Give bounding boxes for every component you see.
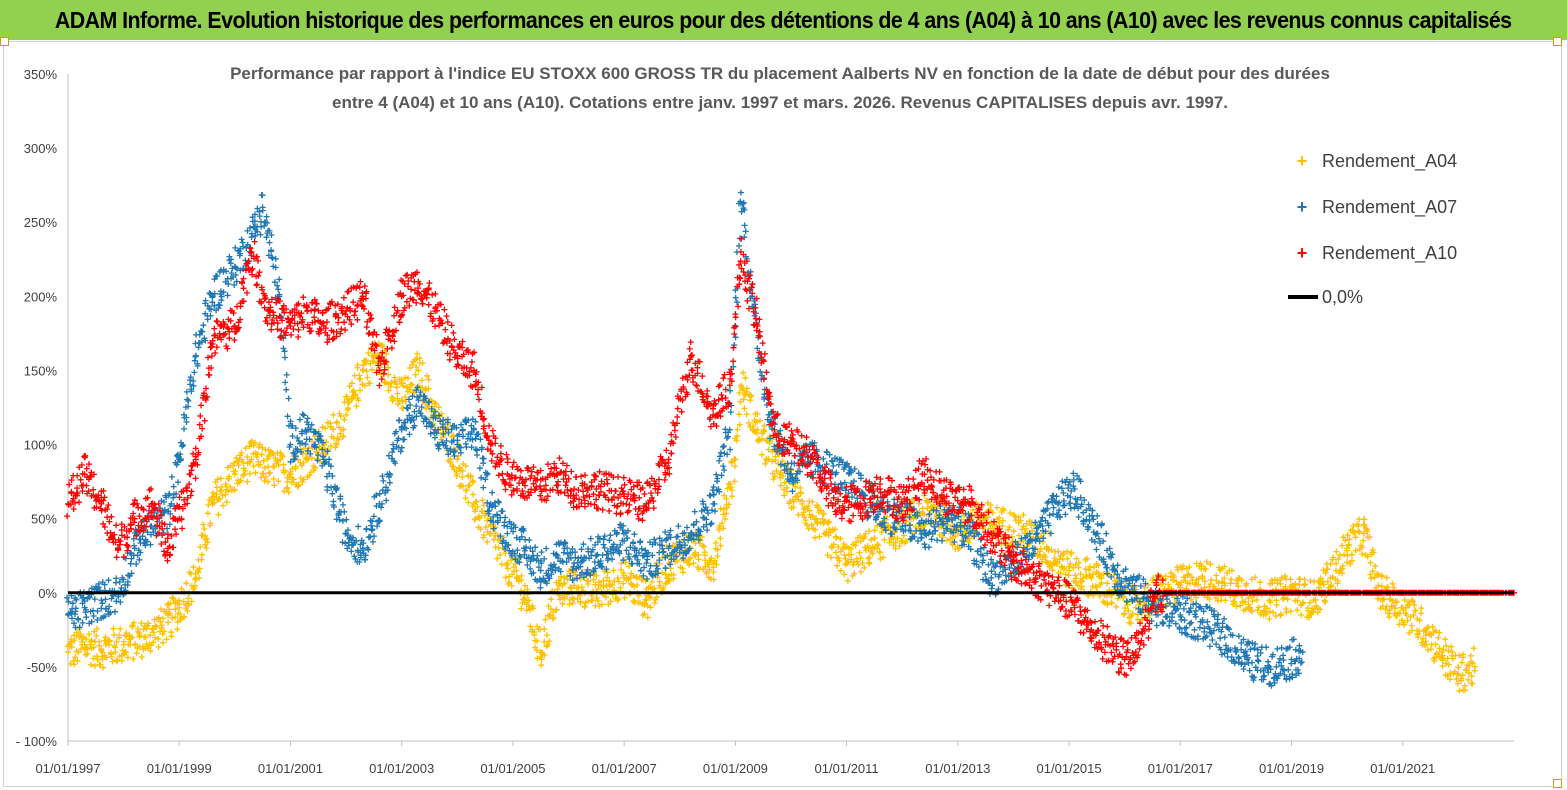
chart-title-line-2: entre 4 (A04) et 10 ans (A10). Cotations…	[331, 93, 1228, 112]
x-tick-label: 01/01/2017	[1148, 761, 1213, 776]
x-tick-label: 01/01/1997	[35, 761, 100, 776]
x-tick-label: 01/01/2019	[1259, 761, 1324, 776]
data-point	[1221, 634, 1228, 641]
data-point	[988, 574, 995, 581]
legend-item-zero: 0,0%	[1282, 282, 1363, 312]
data-point	[737, 189, 744, 196]
y-tick-label: -50%	[27, 660, 58, 675]
resize-handle-top-left[interactable]	[0, 37, 9, 46]
data-point	[1071, 486, 1078, 493]
legend-label-a07: Rendement_A07	[1322, 196, 1458, 217]
data-point	[999, 523, 1006, 530]
data-point	[415, 367, 422, 374]
data-point	[1116, 574, 1123, 581]
data-point	[65, 500, 71, 507]
resize-handle-top-right[interactable]	[1553, 37, 1562, 46]
y-tick-label: 300%	[24, 141, 58, 156]
data-point	[771, 426, 778, 433]
data-point	[504, 530, 511, 537]
data-point	[165, 619, 172, 626]
x-tick-label: 01/01/2009	[703, 761, 768, 776]
data-point	[1132, 604, 1139, 611]
data-point	[1360, 530, 1367, 537]
data-point	[943, 493, 950, 500]
x-tick-label: 01/01/1999	[147, 761, 212, 776]
legend-marker-a04: +	[1296, 150, 1308, 171]
data-point	[726, 382, 733, 389]
legend-marker-a10: +	[1296, 242, 1308, 263]
y-tick-label: 50%	[31, 512, 57, 527]
report-banner: ADAM Informe. Evolution historique des p…	[0, 0, 1567, 40]
chart-title-line-1: Performance par rapport à l'indice EU ST…	[230, 64, 1330, 83]
x-tick-label: 01/01/2001	[258, 761, 323, 776]
legend-label-zero: 0,0%	[1322, 286, 1364, 307]
x-tick-label: 01/01/2015	[1037, 761, 1102, 776]
data-point	[343, 411, 350, 418]
data-point	[593, 486, 600, 493]
legend-line-zero	[1288, 295, 1318, 299]
data-point	[643, 560, 650, 567]
x-tick-label: 01/01/2021	[1370, 761, 1435, 776]
y-tick-label: 250%	[24, 215, 58, 230]
legend-item-a07: + Rendement_A07	[1282, 192, 1457, 222]
data-point	[98, 597, 105, 604]
x-tick-label: 01/01/2003	[369, 761, 434, 776]
report-title: ADAM Informe. Evolution historique des p…	[55, 6, 1512, 33]
chart-frame	[3, 41, 1562, 787]
data-point	[287, 322, 294, 329]
x-tick-label: 01/01/2013	[925, 761, 990, 776]
y-tick-label: 0%	[38, 586, 57, 601]
y-tick-label: 350%	[24, 67, 58, 82]
y-tick-label: 200%	[24, 289, 58, 304]
data-point	[537, 567, 544, 574]
legend-marker-a07: +	[1296, 196, 1308, 217]
x-tick-label: 01/01/2011	[815, 761, 879, 776]
series-Rendement_A07	[64, 189, 1306, 689]
x-tick-label: 01/01/2005	[480, 761, 545, 776]
x-tick-label: 01/01/2007	[592, 761, 657, 776]
data-point	[454, 456, 461, 463]
y-tick-label: 150%	[24, 363, 58, 378]
legend-item-a04: + Rendement_A04	[1282, 146, 1457, 176]
chart-legend: + Rendement_A04 + Rendement_A07 + Rendem…	[1282, 136, 1512, 320]
legend-label-a04: Rendement_A04	[1322, 150, 1458, 171]
y-tick-label: 100%	[24, 438, 58, 453]
y-tick-label: - 100%	[16, 734, 58, 749]
data-point	[571, 582, 578, 589]
data-point	[65, 649, 71, 656]
legend-label-a10: Rendement_A10	[1322, 242, 1458, 263]
legend-item-a10: + Rendement_A10	[1282, 238, 1457, 268]
resize-handle-bottom-right[interactable]	[1553, 779, 1562, 788]
